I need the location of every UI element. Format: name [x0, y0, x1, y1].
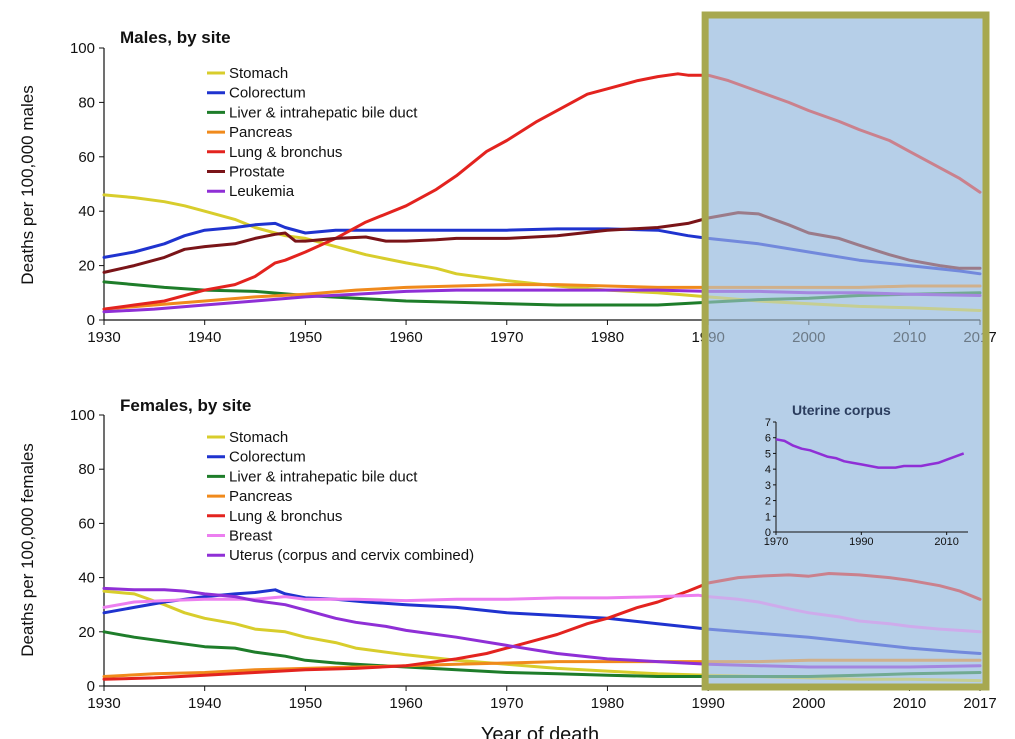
y-tick-label: 0	[87, 312, 95, 329]
legend-label-lung-bronchus: Lung & bronchus	[229, 144, 342, 161]
x-tick-label: 1980	[591, 695, 624, 712]
females-panel-title: Females, by site	[120, 396, 251, 415]
highlight-border	[701, 11, 990, 691]
inset-x-tick-label: 2010	[934, 536, 958, 548]
y-tick-label: 100	[70, 407, 95, 424]
x-tick-label: 1930	[87, 329, 120, 346]
x-tick-label: 1970	[490, 695, 523, 712]
y-tick-label: 40	[78, 570, 95, 587]
legend-label-lung-bronchus: Lung & bronchus	[229, 508, 342, 525]
males-y-axis-title: Deaths per 100,000 males	[18, 85, 37, 284]
y-tick-label: 0	[87, 678, 95, 695]
x-tick-label: 1960	[389, 695, 422, 712]
x-axis-title: Year of death	[481, 724, 599, 739]
inset-series-line	[775, 438, 965, 469]
x-tick-label: 2000	[792, 695, 825, 712]
legend-label-pancreas: Pancreas	[229, 124, 292, 141]
legend-label-colorectum: Colorectum	[229, 85, 306, 102]
inset-y-tick-label: 5	[765, 448, 771, 460]
y-tick-label: 80	[78, 461, 95, 478]
legend-label-liver-intrahepatic-bile-duct: Liver & intrahepatic bile duct	[229, 468, 418, 485]
inset-y-tick-label: 6	[765, 433, 771, 445]
inset-series	[775, 438, 965, 469]
x-tick-label: 1940	[188, 695, 221, 712]
legend-label-liver-intrahepatic-bile-duct: Liver & intrahepatic bile duct	[229, 104, 418, 121]
inset-y-tick-label: 2	[765, 496, 771, 508]
males-panel: 1930194019501960197019801990200020102017…	[18, 28, 997, 346]
x-tick-label: 1960	[389, 329, 422, 346]
inset-x-axis: 1970 1990 2010	[764, 531, 968, 548]
legend-label-breast: Breast	[229, 528, 273, 545]
females-y-axis: 0 20 40 60 80 100	[70, 407, 105, 695]
y-tick-label: 20	[78, 258, 95, 275]
legend-label-prostate: Prostate	[229, 164, 285, 181]
males-legend: Stomach Colorectum Liver & intrahepatic bi…	[207, 65, 418, 200]
legend-label-stomach: Stomach	[229, 65, 288, 82]
x-tick-label: 1940	[188, 329, 221, 346]
y-tick-label: 60	[78, 515, 95, 532]
highlight-wash	[705, 15, 986, 687]
inset-y-tick-label: 3	[765, 480, 771, 492]
x-tick-label: 1990	[691, 695, 724, 712]
females-legend: Stomach Colorectum Liver & intrahepatic bi…	[207, 429, 474, 564]
legend-label-leukemia: Leukemia	[229, 183, 295, 200]
x-tick-label: 1980	[591, 329, 624, 346]
x-tick-label: 1930	[87, 695, 120, 712]
inset-y-tick-label: 1	[765, 511, 771, 523]
inset-x-tick-label: 1990	[849, 536, 873, 548]
uterine-corpus-inset: Uterine corpus 1970 1990 2010 0 1 2 3 4 5 6 7	[764, 402, 968, 548]
legend-label-pancreas: Pancreas	[229, 488, 292, 505]
males-y-axis: 0 20 40 60 80 100	[70, 40, 105, 329]
y-tick-label: 60	[78, 149, 95, 166]
inset-x-tick-label: 1970	[764, 536, 788, 548]
x-tick-label: 2010	[893, 695, 926, 712]
y-tick-label: 40	[78, 203, 95, 220]
inset-title: Uterine corpus	[792, 402, 891, 418]
legend-label-colorectum: Colorectum	[229, 449, 306, 466]
y-tick-label: 100	[70, 40, 95, 57]
x-tick-label: 1970	[490, 329, 523, 346]
legend-label-stomach: Stomach	[229, 429, 288, 446]
females-x-axis: 1930 1940 1950 1960 1970 1980 1990 2000 2010 2017	[87, 685, 997, 712]
x-tick-label: 1950	[289, 695, 322, 712]
females-y-axis-title: Deaths per 100,000 females	[18, 443, 37, 657]
x-tick-label: 2017	[963, 695, 996, 712]
legend-label-uterus-corpus-and-cervix-combined: Uterus (corpus and cervix combined)	[229, 547, 474, 564]
inset-y-tick-label: 4	[765, 464, 771, 476]
inset-y-tick-label: 0	[765, 527, 771, 539]
males-panel-title: Males, by site	[120, 28, 231, 47]
inset-y-tick-label: 7	[765, 417, 771, 429]
y-tick-label: 20	[78, 624, 95, 641]
x-tick-label: 1950	[289, 329, 322, 346]
y-tick-label: 80	[78, 94, 95, 111]
